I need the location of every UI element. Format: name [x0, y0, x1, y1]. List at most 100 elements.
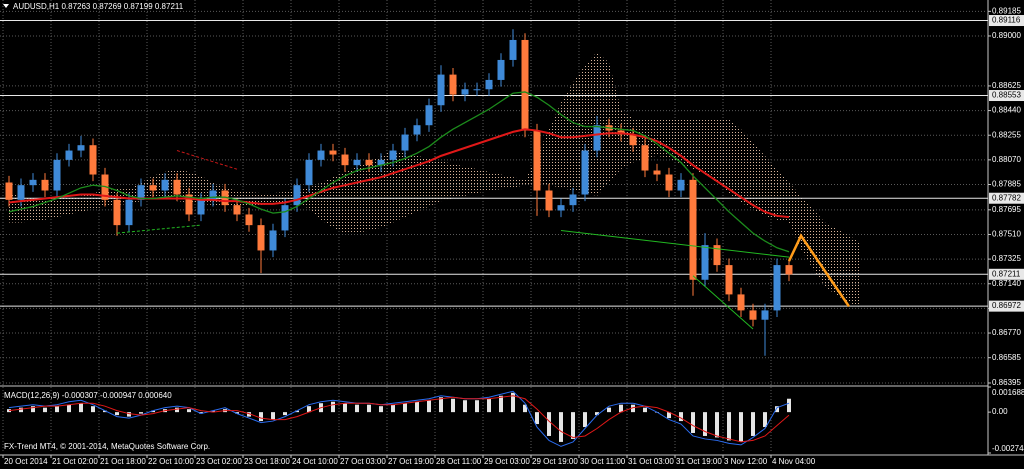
macd-bar: [391, 404, 395, 413]
macd-bar: [259, 412, 263, 422]
y-tick-label: 0.88440: [992, 106, 1021, 115]
footer: FX-Trend MT4, © 2001-2014, MetaQuotes So…: [4, 442, 210, 451]
cloud-segment: [693, 118, 705, 175]
level-label-box: [989, 15, 1024, 27]
candle-body: [413, 125, 421, 135]
candle-body: [473, 89, 481, 91]
macd-bar: [607, 407, 611, 413]
x-tick-label: 23 Oct 02:00: [196, 457, 242, 466]
cloud-segment: [765, 155, 777, 220]
candle-body: [557, 205, 565, 211]
x-tick-label: 22 Oct 10:00: [148, 457, 194, 466]
candle-body: [305, 159, 313, 186]
cloud-segment: [837, 229, 849, 303]
candle-body: [149, 185, 157, 191]
y-tick-label: -0.002744: [992, 444, 1024, 453]
y-tick-label: 0.86395: [992, 378, 1021, 387]
trend-line: [116, 224, 202, 234]
candle-body: [89, 145, 97, 175]
macd-bar: [127, 412, 131, 417]
macd-bar: [115, 412, 119, 416]
candle-body: [281, 205, 289, 231]
cloud-segment: [57, 198, 69, 218]
candle-body: [581, 150, 589, 195]
level-label: 0.88553: [992, 91, 1021, 100]
macd-bar: [679, 412, 683, 422]
x-tick-label: 3 Nov 12:00: [724, 457, 768, 466]
cloud-segment: [621, 109, 633, 170]
trend-line: [787, 233, 851, 308]
candle-body: [629, 134, 637, 146]
candle-body: [269, 230, 277, 251]
cloud-segment: [153, 171, 165, 200]
candle-body: [317, 150, 325, 160]
macd-bar: [667, 412, 671, 419]
candle-body: [53, 159, 61, 191]
y-tick-label: 0.87510: [992, 230, 1021, 239]
candle-body: [761, 310, 769, 320]
candle-body: [713, 245, 721, 266]
cloud-segment: [489, 171, 501, 191]
candle-body: [341, 154, 349, 166]
cloud-segment: [21, 195, 33, 223]
macd-bar: [451, 398, 455, 413]
macd-bar: [547, 412, 551, 436]
y-tick-label: 0.87885: [992, 180, 1021, 189]
x-tick-label: 24 Oct 10:00: [292, 457, 338, 466]
level-label-box: [989, 90, 1024, 102]
y-tick-label: 0.86770: [992, 328, 1021, 337]
macd-bar: [571, 412, 575, 439]
macd-bar: [271, 412, 275, 420]
x-tick-label: 31 Oct 03:00: [628, 457, 674, 466]
cloud-segment: [429, 158, 441, 207]
cloud-segment: [681, 118, 693, 170]
candle-body: [161, 179, 169, 191]
macd-bar: [595, 412, 599, 416]
cloud-segment: [669, 118, 681, 164]
candle-body: [29, 179, 37, 186]
candle-body: [521, 39, 529, 131]
cloud-segment: [477, 169, 489, 194]
candle-body: [353, 159, 361, 166]
candle-body: [653, 170, 661, 175]
candle-body: [185, 194, 193, 215]
level-label: 0.89116: [992, 16, 1021, 25]
macd-bar: [703, 412, 707, 436]
trend-line: [560, 229, 790, 258]
macd-bar: [79, 403, 83, 413]
macd-bar: [379, 406, 383, 413]
y-tick-label: 0.88625: [992, 81, 1021, 90]
macd-bar: [211, 410, 215, 413]
candle-body: [737, 294, 745, 311]
x-tick-label: 21 Oct 18:00: [100, 457, 146, 466]
candle-body: [245, 214, 253, 226]
candle-body: [329, 150, 337, 155]
macd-bar: [295, 410, 299, 413]
level-label: 0.87782: [992, 193, 1021, 202]
level-label-box: [989, 300, 1024, 312]
cloud-segment: [441, 161, 453, 202]
macd-bar: [403, 403, 407, 413]
macd-bar: [247, 412, 251, 417]
candle-body: [41, 179, 49, 191]
macd-bar: [511, 392, 515, 413]
macd-title: MACD(12,26,9) -0.000307 -0.000947 0.0006…: [4, 391, 172, 400]
macd-bar: [31, 406, 35, 413]
cloud-segment: [405, 153, 417, 218]
level-label-box: [989, 192, 1024, 204]
menu-triangle[interactable]: [3, 4, 9, 8]
cloud-segment: [777, 169, 789, 223]
indicator-line: [8, 91, 790, 253]
candle-body: [773, 265, 781, 311]
x-tick-label: 23 Oct 18:00: [244, 457, 290, 466]
cloud-segment: [597, 51, 609, 196]
macd-bar: [523, 404, 527, 413]
cloud-segment: [33, 197, 45, 222]
macd-bar: [55, 406, 59, 413]
macd-bar: [775, 406, 779, 413]
candle-body: [533, 130, 541, 191]
cloud-segment: [741, 129, 753, 210]
macd-bar: [19, 407, 23, 413]
y-tick-label: 0.87695: [992, 205, 1021, 214]
